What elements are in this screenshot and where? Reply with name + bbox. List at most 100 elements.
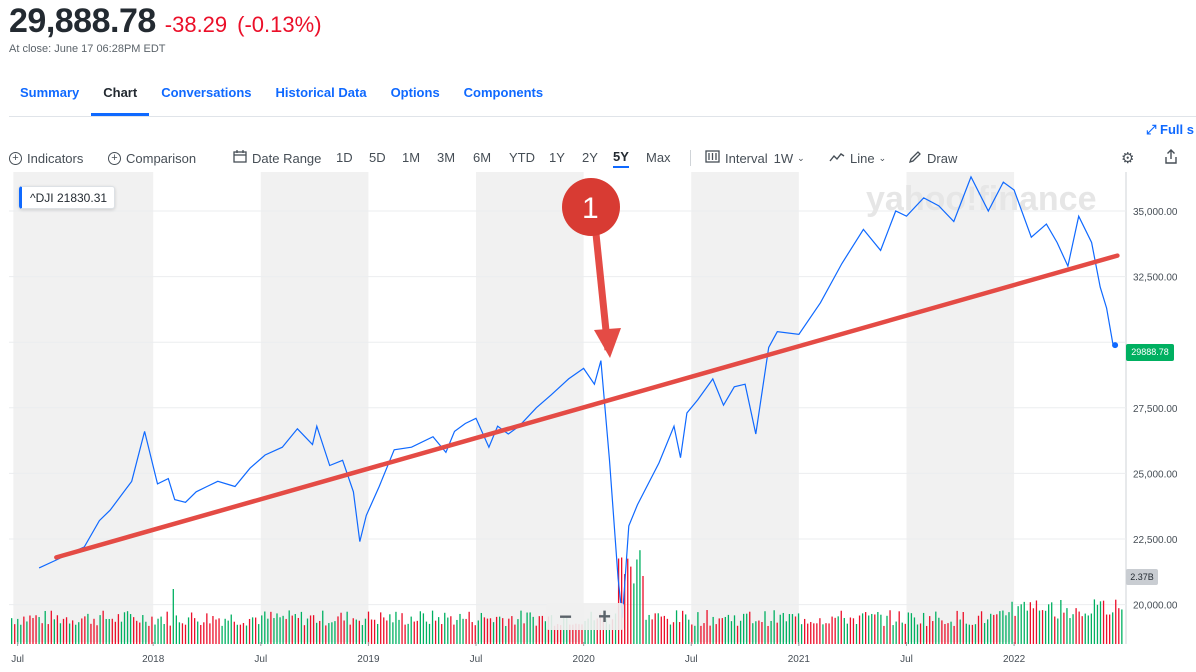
x-tick-label: Jul xyxy=(900,654,913,665)
interval-dropdown[interactable]: Interval 1W ⌄ xyxy=(705,148,805,168)
volume-bar xyxy=(736,625,739,644)
range-ytd[interactable]: YTD xyxy=(509,150,535,165)
volume-bar xyxy=(32,618,34,644)
volume-bar xyxy=(410,616,412,644)
volume-bar xyxy=(807,623,809,644)
volume-bar xyxy=(547,616,550,644)
volume-bar xyxy=(483,617,486,644)
y-tick-label: 25,000.00 xyxy=(1133,469,1178,480)
range-2y[interactable]: 2Y xyxy=(582,150,598,165)
tab-chart[interactable]: Chart xyxy=(91,80,150,116)
volume-bar xyxy=(450,616,452,644)
range-1d[interactable]: 1D xyxy=(336,150,353,165)
volume-bar xyxy=(1096,604,1099,644)
volume-bar xyxy=(858,615,861,644)
volume-bar xyxy=(1072,614,1074,644)
range-max[interactable]: Max xyxy=(646,150,671,165)
volume-bar xyxy=(764,611,766,644)
zoom-in-button[interactable]: + xyxy=(598,603,611,629)
range-3m[interactable]: 3M xyxy=(437,150,456,165)
draw-button[interactable]: Draw xyxy=(908,148,957,168)
price-line xyxy=(38,175,1114,618)
volume-bar xyxy=(639,550,641,644)
volume-bar xyxy=(825,623,827,644)
comparison-button[interactable]: + Comparison xyxy=(108,148,196,168)
year-bands xyxy=(13,172,1015,642)
volume-bar xyxy=(319,620,321,644)
grid-lines xyxy=(9,172,1127,644)
range-1m[interactable]: 1M xyxy=(402,150,421,165)
volume-bar xyxy=(1020,604,1022,644)
tab-options[interactable]: Options xyxy=(390,85,440,100)
volume-bar xyxy=(682,610,684,644)
volume-bar xyxy=(194,618,196,644)
volume-bar xyxy=(761,622,763,644)
volume-bar xyxy=(187,617,190,644)
volume-bar xyxy=(248,618,251,644)
volume-bar xyxy=(1051,602,1053,644)
volume-bar xyxy=(746,613,748,644)
settings-button[interactable]: ⚙ xyxy=(1121,148,1134,168)
volume-bar xyxy=(770,620,772,644)
symbol-legend[interactable]: ^DJI 21830.31 xyxy=(19,186,116,209)
volume-bar xyxy=(569,624,571,644)
volume-bar xyxy=(926,625,928,644)
volume-bar xyxy=(447,617,449,644)
date-range-button[interactable]: Date Range xyxy=(233,148,321,168)
volume-bar xyxy=(950,621,952,644)
volume-bar xyxy=(29,615,31,644)
volume-bar xyxy=(648,614,650,644)
volume-bar xyxy=(160,616,162,644)
volume-bar xyxy=(53,619,55,644)
volume-bar xyxy=(596,618,598,644)
volume-bar xyxy=(111,618,113,644)
tab-historical-data[interactable]: Historical Data xyxy=(275,85,367,100)
volume-bar xyxy=(459,613,461,644)
volume-bar xyxy=(800,624,803,644)
zoom-out-button[interactable]: − xyxy=(559,603,572,629)
volume-bar xyxy=(739,620,742,644)
volume-bar xyxy=(453,624,455,644)
fullscreen-button[interactable]: ⤢ Full s xyxy=(1146,122,1194,138)
volume-bar xyxy=(834,617,836,644)
volume-bar xyxy=(971,624,974,644)
volume-bar xyxy=(1014,615,1016,644)
y-tick-label: 22,500.00 xyxy=(1133,535,1178,546)
volume-bar xyxy=(1011,601,1013,644)
volume-bar xyxy=(919,623,922,644)
volume-bar xyxy=(563,618,565,644)
volume-bar xyxy=(694,625,696,644)
volume-bar xyxy=(996,614,998,644)
volume-bar xyxy=(922,612,925,644)
volume-bar xyxy=(370,619,373,644)
volume-bar xyxy=(538,616,540,644)
volume-bar xyxy=(136,620,138,644)
volume-bar xyxy=(910,613,913,644)
tab-conversations[interactable]: Conversations xyxy=(161,85,252,100)
volume-bar xyxy=(977,615,980,644)
volume-bar xyxy=(407,623,409,644)
price-chart[interactable]: yahoo!finance 35,000.00 32,500.00 27,500.0… xyxy=(0,172,1196,672)
annotation-number: 1 xyxy=(582,192,599,225)
volume-bar xyxy=(361,625,364,644)
x-tick-label: 2022 xyxy=(1003,654,1026,665)
volume-bar xyxy=(581,624,583,644)
chart-type-dropdown[interactable]: Line ⌄ xyxy=(829,148,886,168)
volume-bar xyxy=(261,615,263,644)
range-6m[interactable]: 6M xyxy=(473,150,492,165)
volume-bar xyxy=(215,619,217,644)
volume-bar xyxy=(392,622,394,644)
volume-bar xyxy=(706,610,708,644)
volume-bar xyxy=(245,625,248,644)
volume-bar xyxy=(532,616,534,644)
range-1y[interactable]: 1Y xyxy=(549,150,565,165)
volume-bar xyxy=(837,616,839,644)
tab-components[interactable]: Components xyxy=(463,85,544,100)
toolbar-separator xyxy=(690,150,691,166)
share-button[interactable] xyxy=(1164,148,1178,168)
range-5y[interactable]: 5Y xyxy=(613,148,629,168)
range-5d[interactable]: 5D xyxy=(369,150,386,165)
indicators-button[interactable]: + Indicators xyxy=(9,148,83,168)
volume-bar xyxy=(593,620,595,644)
tab-summary[interactable]: Summary xyxy=(20,85,80,100)
